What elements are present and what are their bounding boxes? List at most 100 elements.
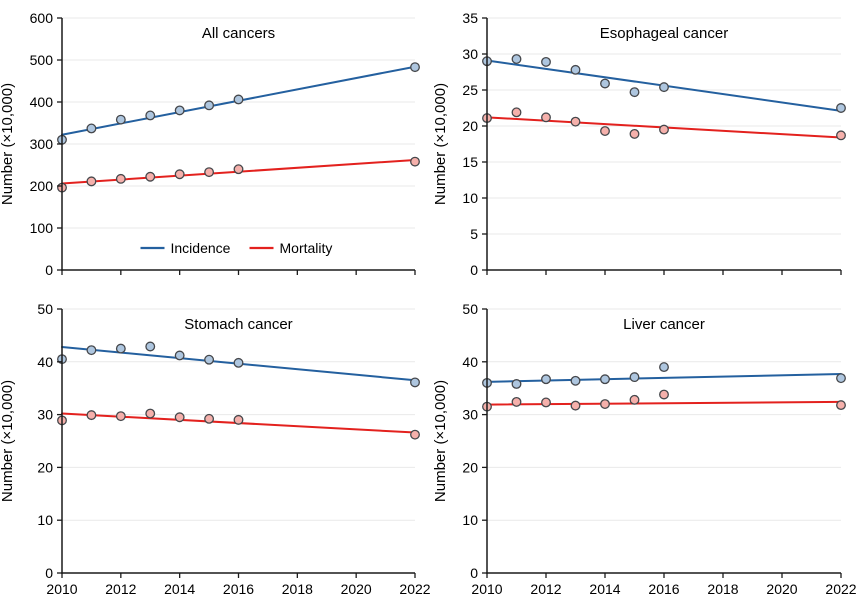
mortality-point — [629, 394, 640, 405]
mortality-point — [410, 156, 420, 167]
incidence-point — [511, 379, 522, 389]
mortality-point — [204, 167, 215, 178]
mortality-point — [570, 400, 581, 411]
legend-label-mortality: Mortality — [280, 240, 333, 256]
incidence-point — [174, 350, 185, 361]
y-axis-label: Number (×10,000) — [432, 83, 449, 205]
mortality-point — [511, 107, 522, 118]
y-tick-label: 300 — [30, 136, 54, 152]
incidence-point — [115, 114, 126, 125]
x-tick-label: 2016 — [648, 581, 679, 597]
mortality-point — [410, 429, 420, 440]
chart-panel-stomach-cancer: 0 10 20 30 40 50 2010 2012 2014 2016 2018 2020 2022 N… — [0, 301, 431, 597]
y-tick-label: 25 — [462, 82, 478, 98]
incidence-point — [233, 357, 244, 368]
y-tick-label: 20 — [462, 459, 478, 475]
mortality-point — [233, 164, 244, 175]
incidence-point — [570, 64, 581, 75]
mortality-point — [145, 408, 156, 419]
chart-panel-all-cancers: 0 100 200 300 400 500 600 Number (×10,000) All c… — [0, 10, 420, 278]
legend-label-incidence: Incidence — [171, 240, 231, 256]
incidence-point — [86, 123, 97, 134]
chart-panel-esophageal-cancer: 0 5 10 15 20 25 30 35 Number (×10,000) Esophageal… — [432, 10, 846, 278]
mortality-point — [115, 173, 126, 184]
incidence-point — [836, 373, 846, 384]
y-tick-label: 30 — [462, 407, 478, 423]
incidence-point — [145, 110, 156, 121]
y-axis-label: Number (×10,000) — [0, 83, 16, 205]
y-tick-label: 40 — [462, 354, 478, 370]
y-tick-label: 0 — [45, 565, 53, 581]
x-tick-label: 2014 — [589, 581, 620, 597]
panel-title: Esophageal cancer — [600, 25, 728, 42]
incidence-point — [204, 354, 215, 365]
y-tick-label: 100 — [30, 220, 54, 236]
mortality-point — [600, 399, 610, 409]
y-tick-label: 10 — [462, 190, 478, 206]
y-tick-label: 5 — [470, 226, 478, 242]
incidence-point — [233, 94, 244, 105]
panel-title: Stomach cancer — [184, 316, 292, 333]
y-tick-label: 20 — [37, 459, 53, 475]
x-tick-label: 2020 — [341, 581, 372, 597]
y-tick-label: 10 — [37, 512, 53, 528]
mortality-point — [115, 411, 126, 422]
incidence-point — [511, 54, 522, 64]
incidence-point — [600, 78, 610, 89]
mortality-point — [511, 396, 522, 407]
x-tick-label: 2018 — [282, 581, 313, 597]
mortality-point — [86, 176, 97, 187]
y-tick-label: 400 — [30, 94, 54, 110]
y-tick-label: 15 — [462, 154, 478, 170]
incidence-point — [174, 105, 185, 116]
y-tick-label: 0 — [470, 262, 478, 278]
x-tick-label: 2012 — [530, 581, 561, 597]
y-tick-label: 50 — [462, 301, 478, 317]
incidence-point — [629, 87, 640, 98]
mortality-point — [541, 112, 551, 123]
mortality-point — [600, 126, 610, 136]
y-tick-label: 200 — [30, 178, 54, 194]
mortality-trendline — [486, 400, 842, 406]
y-axis-label: Number (×10,000) — [0, 380, 16, 502]
x-tick-label: 2018 — [707, 581, 738, 597]
y-tick-label: 10 — [462, 512, 478, 528]
incidence-point — [115, 343, 126, 354]
incidence-point — [410, 62, 420, 73]
x-tick-label: 2010 — [46, 581, 77, 597]
panel-title: Liver cancer — [623, 316, 705, 333]
y-tick-label: 40 — [37, 354, 53, 370]
panel-title: All cancers — [202, 25, 275, 42]
incidence-point — [541, 56, 551, 67]
mortality-point — [145, 171, 156, 182]
mortality-point — [204, 413, 215, 424]
mortality-point — [659, 389, 669, 400]
y-tick-label: 30 — [462, 46, 478, 62]
y-tick-label: 35 — [462, 10, 478, 26]
incidence-point — [659, 82, 669, 93]
y-tick-label: 30 — [37, 407, 53, 423]
incidence-point — [204, 100, 215, 111]
incidence-point — [541, 374, 551, 385]
mortality-point — [629, 128, 640, 139]
y-tick-label: 20 — [462, 118, 478, 134]
incidence-point — [410, 377, 420, 388]
y-tick-label: 0 — [470, 565, 478, 581]
chart-panel-liver-cancer: 0 10 20 30 40 50 2010 2012 2014 2016 2018 2020 2022 N… — [432, 301, 857, 597]
incidence-point — [836, 103, 846, 113]
y-tick-label: 600 — [30, 10, 54, 26]
y-tick-label: 0 — [45, 262, 53, 278]
mortality-point — [659, 124, 669, 135]
incidence-point — [86, 345, 97, 356]
incidence-point — [629, 372, 640, 383]
mortality-point — [541, 397, 551, 408]
x-tick-label: 2022 — [399, 581, 430, 597]
x-tick-label: 2016 — [223, 581, 254, 597]
incidence-point — [659, 362, 669, 373]
x-tick-label: 2020 — [766, 581, 797, 597]
mortality-point — [174, 169, 185, 180]
y-tick-label: 50 — [37, 301, 53, 317]
mortality-point — [86, 410, 97, 421]
y-axis-label: Number (×10,000) — [432, 380, 449, 502]
